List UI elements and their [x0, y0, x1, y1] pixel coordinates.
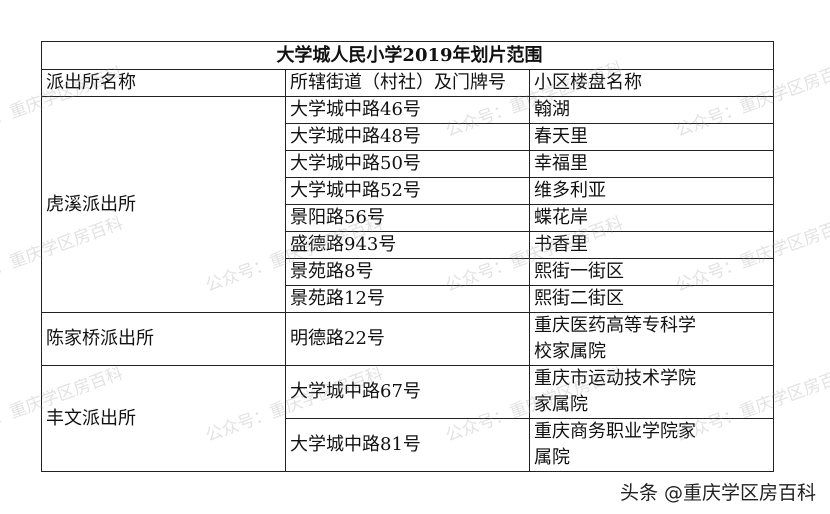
table-row: 景苑路8号 熙街一街区 — [42, 258, 774, 286]
street-cell: 景苑路8号 — [285, 258, 530, 286]
estate-cell: 蝶花岸 — [529, 204, 774, 232]
street-cell: 盛德路943号 — [285, 231, 530, 259]
header-street: 所辖街道（村社）及门牌号 — [285, 69, 530, 97]
street-cell: 大学城中路48号 — [285, 123, 530, 151]
estate-cell: 幸福里 — [529, 150, 774, 178]
estate-cell: 重庆商务职业学院家属院 — [529, 418, 774, 472]
estate-cell: 书香里 — [529, 231, 774, 259]
table-row: 盛德路943号 书香里 — [42, 231, 774, 259]
station-cell: 陈家桥派出所 — [41, 312, 286, 366]
table-row: 丰文派出所 大学城中路67号 重庆市运动技术学院家属院 — [41, 365, 774, 472]
estate-cell: 重庆市运动技术学院家属院 — [529, 365, 774, 419]
zoning-table: 大学城人民小学2019年划片范围 派出所名称 所辖街道（村社）及门牌号 小区楼盘… — [41, 41, 774, 472]
table-row: 大学城中路81号 重庆商务职业学院家属院 — [42, 418, 774, 472]
source-credit: 头条 @重庆学区房百科 — [619, 482, 816, 504]
header-station: 派出所名称 — [41, 69, 286, 97]
street-cell: 大学城中路52号 — [285, 177, 530, 205]
street-cell: 大学城中路67号 — [285, 365, 530, 419]
street-cell: 明德路22号 — [285, 312, 530, 366]
station-cell: 丰文派出所 — [41, 365, 286, 472]
table-row: 景阳路56号 蝶花岸 — [42, 204, 774, 232]
street-cell: 景阳路56号 — [285, 204, 530, 232]
table-row: 大学城中路48号 春天里 — [42, 123, 774, 151]
table-title: 大学城人民小学2019年划片范围 — [41, 41, 774, 70]
street-cell: 大学城中路81号 — [285, 418, 530, 472]
header-estate: 小区楼盘名称 — [529, 69, 774, 97]
estate-text: 重庆市运动技术学院家属院 — [534, 368, 696, 415]
estate-cell: 重庆医药高等专科学校家属院 — [529, 312, 774, 366]
street-cell: 景苑路12号 — [285, 285, 530, 313]
street-cell: 大学城中路46号 — [285, 96, 530, 124]
estate-cell: 熙街一街区 — [529, 258, 774, 286]
street-cell: 大学城中路50号 — [285, 150, 530, 178]
estate-cell: 维多利亚 — [529, 177, 774, 205]
estate-cell: 翰湖 — [529, 96, 774, 124]
table-row: 大学城中路50号 幸福里 — [42, 150, 774, 178]
estate-text: 重庆医药高等专科学校家属院 — [534, 315, 696, 362]
table-row: 陈家桥派出所 明德路22号 重庆医药高等专科学校家属院 — [41, 312, 774, 366]
estate-cell: 熙街二街区 — [529, 285, 774, 313]
table-row: 景苑路12号 熙街二街区 — [42, 285, 774, 313]
estate-text: 重庆商务职业学院家属院 — [534, 421, 696, 468]
station-cell: 虎溪派出所 — [41, 96, 286, 313]
table-row: 大学城中路52号 维多利亚 — [42, 177, 774, 205]
estate-cell: 春天里 — [529, 123, 774, 151]
table-row: 虎溪派出所 大学城中路46号 翰湖 — [41, 96, 774, 313]
